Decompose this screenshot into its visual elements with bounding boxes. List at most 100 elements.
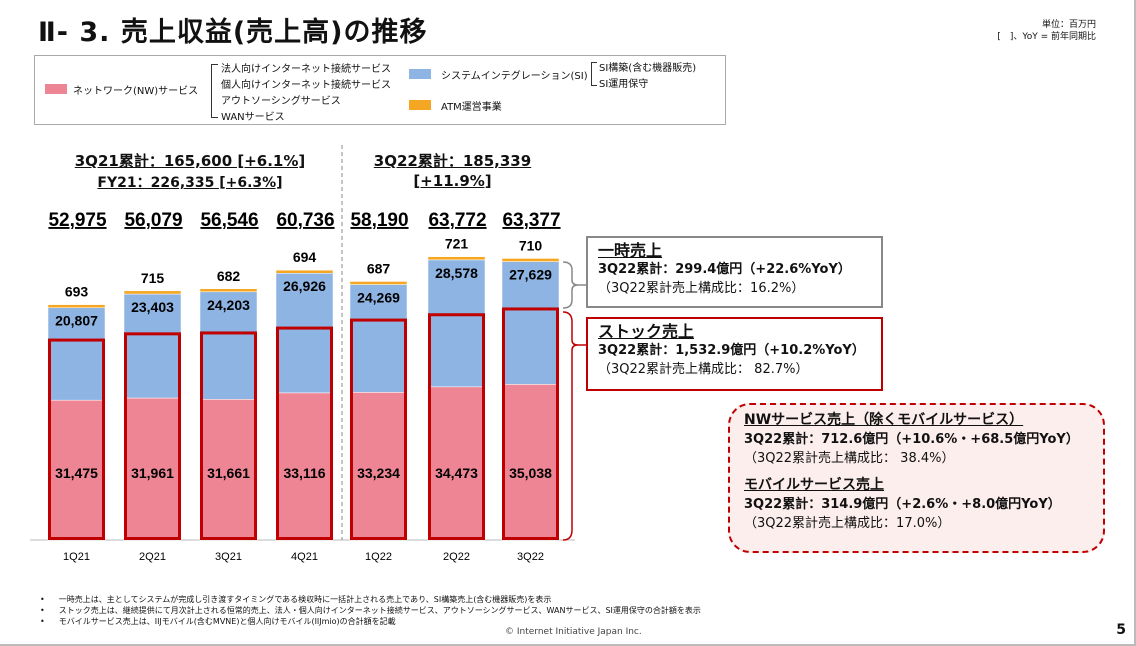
legend-si-label: システムインテグレーション(SI) xyxy=(441,71,588,82)
callout-line: 3Q22累計：314.9億円（+2.6%・+8.0億円YoY） xyxy=(744,497,1061,512)
page-title: Ⅱ- 3. 売上収益(売上高)の推移 xyxy=(38,17,428,48)
callout-title: ストック売上 xyxy=(598,322,695,341)
brace-icon xyxy=(211,64,218,118)
total-label: 56,546 xyxy=(200,210,258,231)
data-label-nw: 33,116 xyxy=(283,465,325,481)
callout-title: 一時売上 xyxy=(598,241,663,260)
stock-outline xyxy=(428,313,485,540)
brace-icon xyxy=(591,62,597,86)
bar-segment-nw xyxy=(501,384,560,541)
stock-outline xyxy=(276,326,333,540)
legend-nw-item: アウトソーシングサービス xyxy=(221,96,341,107)
stock-outline xyxy=(124,332,181,541)
brace-stock-icon xyxy=(562,311,579,541)
legend-nw-item: WANサービス xyxy=(221,112,285,123)
bar-segment-atm xyxy=(275,269,334,274)
data-label-nw: 34,473 xyxy=(435,465,478,481)
data-label-si: 27,629 xyxy=(509,267,552,283)
callout-line: 3Q22累計：712.6億円（+10.6%・+68.5億円YoY） xyxy=(744,432,1079,447)
data-label-atm: 721 xyxy=(445,236,469,252)
legend-swatch-nw xyxy=(45,84,67,94)
total-label: 63,377 xyxy=(502,210,560,231)
total-label: 52,975 xyxy=(48,210,107,231)
data-label-nw: 33,234 xyxy=(357,465,400,481)
bar-segment-nw xyxy=(123,397,182,541)
brace-onetime-icon xyxy=(562,261,579,309)
callout-onetime: 一時売上 3Q22累計：299.4億円（+22.6%YoY） （3Q22累計売上… xyxy=(586,236,883,308)
fy22-cumulative: 3Q22累計：185,339 xyxy=(373,152,532,170)
bar-segment-atm xyxy=(501,258,560,262)
bar-segment-si xyxy=(349,284,408,393)
callout-line: 3Q22累計：1,532.9億円（+10.2%YoY） xyxy=(598,343,865,358)
callout-line: （3Q22累計売上構成比：17.0%） xyxy=(744,516,951,531)
data-label-nw: 31,661 xyxy=(207,465,250,481)
bar-segment-atm xyxy=(427,256,486,261)
x-tick-label: 1Q21 xyxy=(63,551,90,563)
x-tick-label: 3Q21 xyxy=(215,551,242,563)
legend-nw-label: ネットワーク(NW)サービス xyxy=(73,86,199,97)
x-tick-label: 4Q21 xyxy=(291,551,318,563)
stock-outline xyxy=(200,331,257,540)
callout-title: NWサービス売上（除くモバイルサービス） xyxy=(744,412,1024,428)
footnote: ストック売上は、継続提供にて月次計上される恒常的売上、法人・個人向けインターネッ… xyxy=(40,605,701,616)
callout-line: （3Q22累計売上構成比： 82.7%） xyxy=(598,362,809,377)
total-label: 58,190 xyxy=(350,210,408,231)
callout-title: モバイルサービス売上 xyxy=(744,477,884,493)
bar-segment-atm xyxy=(123,290,182,295)
callout-line: （3Q22累計売上構成比： 38.4%） xyxy=(744,451,955,466)
data-label-nw: 31,961 xyxy=(131,465,174,481)
data-label-atm: 694 xyxy=(293,249,317,265)
x-tick-label: 3Q22 xyxy=(517,551,544,563)
legend-si-item: SI運用保守 xyxy=(599,79,649,90)
legend-swatch-atm xyxy=(409,100,431,110)
total-label: 56,079 xyxy=(124,210,182,231)
fy21-total: FY21：226,335 [+6.3%] xyxy=(97,175,283,191)
fy22-yoy: [+11.9%] xyxy=(413,172,492,190)
bar-segment-atm xyxy=(47,304,106,308)
bar-segment-si xyxy=(275,272,334,394)
bar-segment-atm xyxy=(199,288,258,293)
stock-outline xyxy=(350,318,407,541)
data-label-nw: 35,038 xyxy=(509,465,552,481)
legend-si-item: SI構築(含む機器販売) xyxy=(599,63,697,74)
data-label-nw: 31,475 xyxy=(55,465,98,481)
data-label-atm: 687 xyxy=(367,260,391,276)
bar-segment-nw xyxy=(199,399,258,541)
copyright: © Internet Initiative Japan Inc. xyxy=(505,627,642,637)
data-label-atm: 710 xyxy=(519,237,543,253)
data-label-atm: 682 xyxy=(217,268,241,284)
legend: ネットワーク(NW)サービス 法人向けインターネット接続サービス 個人向けインタ… xyxy=(34,55,726,125)
callout-stock: ストック売上 3Q22累計：1,532.9億円（+10.2%YoY） （3Q22… xyxy=(586,317,883,391)
data-label-atm: 715 xyxy=(141,270,165,286)
data-label-si: 24,203 xyxy=(207,297,250,313)
bar-segment-si xyxy=(123,293,182,399)
x-tick-label: 1Q22 xyxy=(365,551,392,563)
data-label-si: 24,269 xyxy=(357,290,400,306)
data-label-si: 23,403 xyxy=(131,299,174,315)
legend-atm-label: ATM運営事業 xyxy=(441,102,502,113)
data-label-si: 20,807 xyxy=(55,313,98,329)
bar-segment-si xyxy=(199,291,258,400)
stock-outline xyxy=(502,307,559,540)
fy21-cumulative: 3Q21累計：165,600 [+6.1%] xyxy=(74,152,306,170)
total-label: 63,772 xyxy=(428,210,486,231)
footnote: 一時売上は、主としてシステムが完成し引き渡すタイミングである検収時に一括計上され… xyxy=(40,594,701,605)
bar-segment-si xyxy=(501,261,560,385)
data-label-si: 28,578 xyxy=(435,265,478,281)
bar-segment-nw xyxy=(427,386,486,541)
x-tick-label: 2Q22 xyxy=(443,551,470,563)
unit-note: 単位：百万円 xyxy=(1041,20,1096,30)
callout-nw-mobile: NWサービス売上（除くモバイルサービス） 3Q22累計：712.6億円（+10.… xyxy=(728,403,1105,553)
callout-line: （3Q22累計売上構成比：16.2%） xyxy=(598,281,805,296)
footnote: モバイルサービス売上は、IIJモバイル(含むMVNE)と個人向けモバイル(IIJ… xyxy=(40,616,701,627)
legend-swatch-si xyxy=(409,69,431,79)
yoy-note: [ ]、YoY = 前年同期比 xyxy=(997,32,1096,42)
stock-outline xyxy=(48,338,105,541)
data-label-si: 26,926 xyxy=(283,278,326,294)
page-number: 5 xyxy=(1116,622,1126,638)
legend-nw-item: 個人向けインターネット接続サービス xyxy=(221,80,391,91)
total-label: 60,736 xyxy=(276,210,334,231)
bar-segment-atm xyxy=(349,281,408,285)
legend-nw-item: 法人向けインターネット接続サービス xyxy=(221,64,391,75)
